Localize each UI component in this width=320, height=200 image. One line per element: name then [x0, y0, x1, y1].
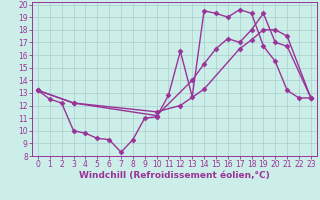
X-axis label: Windchill (Refroidissement éolien,°C): Windchill (Refroidissement éolien,°C)	[79, 171, 270, 180]
